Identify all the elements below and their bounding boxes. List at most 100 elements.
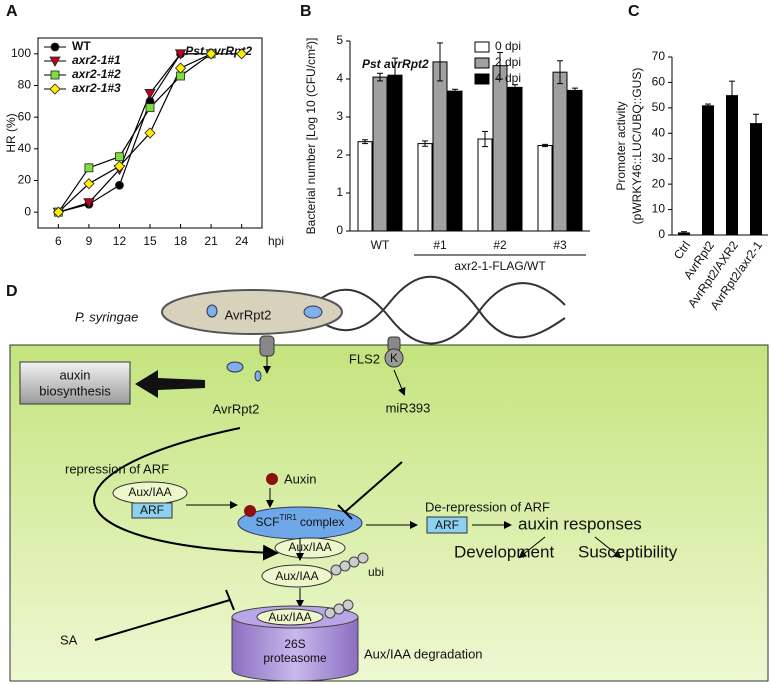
protein-label: Aux/IAA <box>128 485 171 499</box>
series-line <box>57 53 212 213</box>
panel-label: D <box>6 283 18 300</box>
x-tick-label: 6 <box>55 234 62 248</box>
y-axis-label: (pWRKY46::LUC/UBQ::GUS) <box>630 68 644 225</box>
x-tick-label: 24 <box>235 234 249 248</box>
y-tick-label: 2 <box>336 147 343 161</box>
marker <box>174 49 187 60</box>
bar <box>492 65 508 232</box>
y-tick-label: 70 <box>652 49 666 63</box>
effector-icon <box>254 370 262 382</box>
y-tick-label: 30 <box>652 151 666 165</box>
legend-swatch <box>474 73 490 85</box>
proteasome-label: proteasome <box>263 651 327 665</box>
x-tick-label: #1 <box>433 238 447 252</box>
auxin-label: Auxin <box>284 471 317 486</box>
y-tick-label: 0 <box>658 227 665 241</box>
bar <box>537 145 553 232</box>
annotation: Pst avrRpt2 <box>185 44 252 58</box>
ubiquitin-chain <box>330 552 369 576</box>
marker <box>49 83 61 95</box>
x-tick-label: #2 <box>493 238 507 252</box>
bar <box>678 232 690 235</box>
bar <box>726 95 738 236</box>
sa-label: SA <box>60 632 78 647</box>
auxin-icon <box>266 473 278 485</box>
bar <box>357 141 373 232</box>
marker <box>144 127 156 139</box>
inhibition <box>94 589 235 641</box>
degradation-label: Aux/IAA degradation <box>364 646 483 661</box>
y-tick-label: 4 <box>336 71 343 85</box>
diagram: P. syringae AvrRpt2 auxin biosynthesis A… <box>9 275 769 682</box>
ubi-label: ubi <box>368 565 384 579</box>
y-tick-label: 0 <box>336 223 343 237</box>
effector-icon <box>226 361 244 373</box>
y-axis-label: HR (%) <box>4 113 18 152</box>
aux-iaa <box>274 537 346 559</box>
outcome-label: auxin responses <box>518 514 642 533</box>
bar <box>567 89 583 232</box>
marker <box>115 152 124 162</box>
bar <box>387 74 403 232</box>
outcome-label: Susceptibility <box>578 542 678 561</box>
bar <box>432 61 448 232</box>
x-tick-label: 21 <box>204 234 218 248</box>
big-arrow <box>135 370 205 398</box>
effector-icon <box>303 305 323 319</box>
marker <box>236 48 248 60</box>
bar <box>417 143 433 232</box>
x-tick-label: 15 <box>143 234 157 248</box>
protein-label: Aux/IAA <box>268 610 311 624</box>
complex-name: SCF <box>255 515 279 529</box>
y-tick-label: 40 <box>652 125 666 139</box>
y-tick-label: 20 <box>652 176 666 190</box>
legend-label: axr2-1#1 <box>72 53 121 67</box>
y-tick-label: 1 <box>336 185 343 199</box>
marker <box>113 160 126 172</box>
marker <box>52 206 64 218</box>
outcome-label: Development <box>454 542 554 561</box>
y-tick-label: 3 <box>336 109 343 123</box>
y-tick-label: 80 <box>18 78 32 92</box>
bar <box>447 90 463 232</box>
arrow <box>93 427 279 561</box>
panel-label: C <box>628 3 640 20</box>
arrow <box>518 536 546 559</box>
biosynthesis-box <box>19 361 131 405</box>
legend-swatch <box>474 57 490 69</box>
y-tick-label: 10 <box>652 202 666 216</box>
y-tick-label: 50 <box>652 100 666 114</box>
y-tick-label: 60 <box>18 109 32 123</box>
legend-label: axr2-1#2 <box>72 67 121 81</box>
protein-label: ARF <box>435 518 459 532</box>
effector-label: AvrRpt2 <box>213 401 260 416</box>
bar <box>702 105 714 235</box>
marker <box>49 56 61 67</box>
marker <box>145 103 155 113</box>
legend-label: axr2-1#3 <box>72 81 121 95</box>
complex-suffix: complex <box>300 515 345 529</box>
x-tick-label: 18 <box>174 234 188 248</box>
y-axis-label: Promoter activity <box>614 101 628 190</box>
y-axis-label: Bacterial number [Log 10 (CFU/cm²)] <box>304 38 318 235</box>
x-tick-label: 9 <box>86 234 93 248</box>
group-label: axr2-1-FLAG/WT <box>454 259 546 273</box>
bar <box>507 86 523 232</box>
marker <box>83 198 95 209</box>
x-tick-label: #3 <box>553 238 567 252</box>
proteasome <box>231 617 359 682</box>
bar <box>750 123 762 235</box>
arf <box>131 502 173 519</box>
ubiquitin-chain <box>324 599 354 619</box>
arrow <box>594 536 622 559</box>
x-tick-label: Ctrl <box>671 239 693 262</box>
auxin-icon <box>244 505 256 517</box>
marker <box>84 163 94 173</box>
bar <box>477 138 493 232</box>
annotation: Pst avrRpt2 <box>362 57 429 71</box>
y-tick-label: 40 <box>18 141 32 155</box>
x-tick-label: 12 <box>113 234 127 248</box>
panel-label: B <box>300 3 312 20</box>
dna-strand <box>299 275 566 339</box>
